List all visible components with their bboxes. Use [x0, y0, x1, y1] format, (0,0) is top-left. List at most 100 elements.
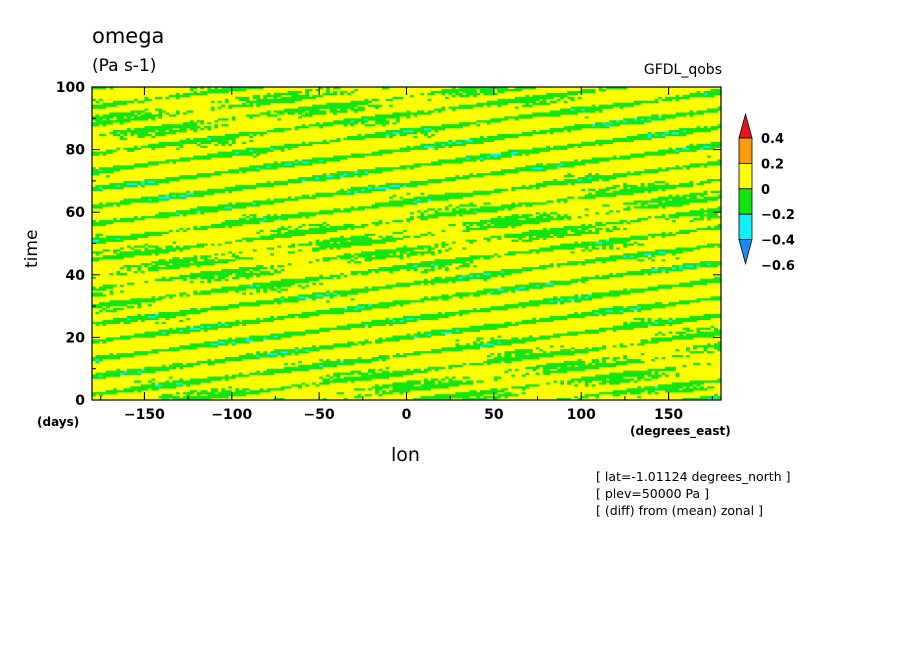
field-cell	[703, 90, 721, 94]
field-cell	[521, 214, 533, 217]
field-cell	[444, 206, 449, 209]
field-cell	[420, 384, 460, 387]
field-cell	[567, 173, 572, 176]
field-cell	[151, 118, 156, 121]
field-cell	[92, 376, 107, 379]
field-cell	[700, 278, 721, 281]
field-cell	[700, 208, 704, 211]
field-cell	[623, 202, 638, 205]
field-cell	[413, 130, 432, 133]
field-cell	[361, 223, 369, 227]
field-cell	[256, 104, 261, 107]
field-cell	[707, 216, 721, 219]
field-cell	[263, 94, 281, 98]
field-cell	[707, 343, 711, 346]
field-cell	[486, 100, 537, 103]
field-cell	[717, 159, 721, 162]
field-cell	[633, 255, 648, 258]
field-cell	[595, 223, 606, 227]
field-cell	[343, 118, 365, 121]
field-cell	[595, 139, 634, 143]
field-cell	[322, 122, 358, 125]
field-cell	[210, 108, 215, 111]
field-cell	[217, 100, 222, 103]
field-cell	[665, 167, 683, 170]
field-cell	[200, 323, 219, 326]
field-cell	[430, 378, 439, 381]
field-cell	[423, 128, 432, 131]
field-cell	[326, 175, 334, 178]
field-cell	[144, 180, 149, 184]
field-cell	[336, 247, 341, 250]
field-cell	[549, 245, 589, 248]
field-cell	[228, 190, 233, 193]
field-cell	[497, 98, 540, 101]
field-cell	[511, 202, 516, 205]
field-cell	[273, 214, 278, 217]
field-cell	[696, 384, 701, 387]
field-cell	[217, 343, 229, 346]
field-cell	[420, 233, 428, 236]
field-cell	[277, 265, 285, 268]
field-cell	[406, 380, 421, 383]
field-cell	[364, 118, 369, 121]
field-cell	[186, 227, 191, 231]
field-cell	[92, 292, 103, 295]
field-cell	[333, 372, 355, 375]
field-cell	[427, 98, 432, 101]
field-cell	[210, 325, 233, 328]
field-cell	[525, 372, 530, 375]
field-cell	[413, 280, 449, 283]
field-cell	[165, 112, 170, 115]
y-axis-label: time	[22, 229, 42, 268]
field-cell	[647, 323, 652, 326]
field-cell	[179, 157, 212, 160]
colorbar-swatch	[738, 188, 753, 215]
field-cell	[224, 278, 229, 281]
field-cell	[200, 308, 229, 311]
field-cell	[217, 141, 229, 145]
field-cell	[560, 380, 565, 383]
field-cell	[151, 388, 159, 391]
field-cell	[392, 96, 404, 100]
field-cell	[455, 345, 481, 348]
field-cell	[654, 370, 659, 373]
field-cell	[605, 122, 610, 125]
field-cell	[361, 374, 404, 377]
field-cell	[654, 133, 659, 137]
field-cell	[238, 372, 243, 375]
field-cell	[672, 198, 718, 201]
field-cell	[95, 253, 100, 256]
field-cell	[458, 310, 491, 313]
field-cell	[570, 182, 575, 186]
field-cell	[294, 128, 299, 131]
field-cell	[490, 272, 512, 276]
field-cell	[455, 329, 460, 332]
field-cell	[430, 263, 435, 266]
field-cell	[707, 243, 721, 246]
field-cell	[119, 122, 124, 125]
field-cell	[448, 364, 463, 368]
field-cell	[308, 241, 313, 244]
field-cell	[210, 306, 240, 309]
field-cell	[186, 394, 191, 397]
field-cell	[200, 257, 208, 260]
field-cell	[710, 190, 721, 193]
field-cell	[343, 308, 348, 311]
field-cell	[556, 216, 572, 219]
field-cell	[584, 175, 627, 178]
field-cell	[350, 288, 379, 291]
field-cell	[392, 122, 397, 125]
field-cell	[574, 231, 599, 235]
field-cell	[717, 106, 721, 109]
field-cell	[350, 259, 355, 262]
field-cell	[633, 380, 638, 383]
field-cell	[553, 178, 558, 182]
field-cell	[609, 378, 634, 381]
field-cell	[623, 310, 634, 313]
field-cell	[284, 231, 327, 235]
field-cell	[123, 147, 142, 150]
field-cell	[514, 153, 523, 156]
field-cell	[151, 349, 180, 352]
field-cell	[483, 237, 491, 240]
